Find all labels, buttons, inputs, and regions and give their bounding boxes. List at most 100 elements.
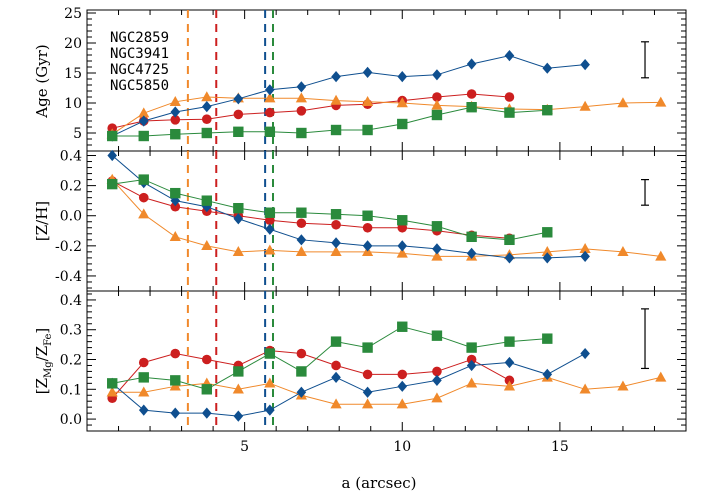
x-axis-label: a (arcsec) [342,474,417,492]
y-tick-label: -0.2 [55,239,82,255]
data-point [170,348,181,359]
series-line [112,55,586,137]
data-point [138,372,149,383]
series-ngc3941-zh [106,173,667,261]
data-point [579,243,591,254]
y-tick-label: 0.0 [60,412,82,428]
data-point [504,92,515,102]
data-point [432,374,442,386]
data-point [264,207,276,218]
y-tick-label: 0.2 [60,353,82,369]
zh-axis-label: [Z/H] [33,201,51,241]
series-ngc2859-zmgfe [107,345,515,404]
data-point [431,392,443,403]
data-point [170,106,181,118]
data-point [296,348,307,359]
data-point [232,383,244,394]
data-point [655,371,667,382]
data-point [579,100,591,111]
data-point [265,84,275,96]
data-point [138,208,150,219]
series-line [111,96,661,135]
data-point [201,240,213,251]
data-point [397,71,408,83]
data-point [362,342,373,353]
data-point [503,380,516,391]
data-point [331,360,341,371]
series-line [112,376,661,405]
data-point [295,246,307,257]
data-point [138,404,149,416]
error-bar-zh [641,179,650,206]
data-point [655,250,667,261]
data-point [431,99,443,110]
data-point [397,240,408,252]
series-ngc4725-zmgfe [107,347,590,422]
zmgfe-label-main: [Z [33,378,51,394]
x-tick-label: 15 [551,439,569,455]
y-tick-label: 0.0 [60,209,82,225]
data-point [264,377,276,388]
panel-age: 5 10 15 20 25 [64,6,687,152]
y-tick-label: 0.3 [60,323,82,339]
data-point [331,237,341,249]
y-tick-label: -0.4 [55,269,82,285]
data-point [432,243,442,255]
data-point [466,231,477,243]
data-point [431,250,443,261]
data-point [202,101,212,113]
age-axis-label: Age (Gyr) [33,44,51,118]
data-point [170,407,181,419]
data-point [201,127,212,139]
data-point [330,94,342,105]
error-bar-age [641,41,650,79]
data-point [432,366,442,377]
data-point [466,89,477,99]
data-point [466,377,478,388]
data-point [396,247,408,258]
panel-zh: 0.4 0.2 0.0 -0.2 -0.4 [55,149,687,292]
data-point [466,102,477,113]
data-point [296,106,307,116]
data-point [107,149,118,162]
data-point [466,58,477,70]
data-point [265,107,275,118]
x-tick-label: 5 [240,439,249,455]
data-point [296,81,307,93]
data-point [296,234,307,246]
data-point [617,97,629,108]
data-point [361,96,374,106]
data-point [264,348,276,359]
data-point [431,330,443,341]
data-point [264,92,276,103]
data-point [201,384,212,395]
data-point [107,378,118,389]
series-line [112,106,548,137]
data-point [396,398,408,409]
data-point [106,386,118,397]
legend-ngc2859: NGC2859 [110,30,169,46]
y-tick-label: 0.1 [60,382,82,398]
data-point [107,123,118,133]
data-point [330,246,342,257]
data-point [138,386,150,397]
data-point [362,386,373,398]
series-ngc4725-age [107,50,590,142]
data-point [233,366,244,377]
data-point [202,354,212,365]
data-point [170,187,181,199]
y-tick-label: 25 [64,6,82,22]
data-point [169,231,181,242]
data-point [431,221,443,232]
data-point [296,366,307,377]
data-point [362,222,373,233]
legend: NGC2859 NGC3941 NGC4725 NGC5850 [110,30,169,94]
panel-zmgfe: 0.0 0.1 0.2 0.3 0.4 [60,290,687,432]
data-point [202,114,212,124]
data-point [580,347,590,360]
data-point [170,129,181,140]
data-point [362,210,373,221]
data-point [466,354,477,365]
data-point [331,371,341,383]
